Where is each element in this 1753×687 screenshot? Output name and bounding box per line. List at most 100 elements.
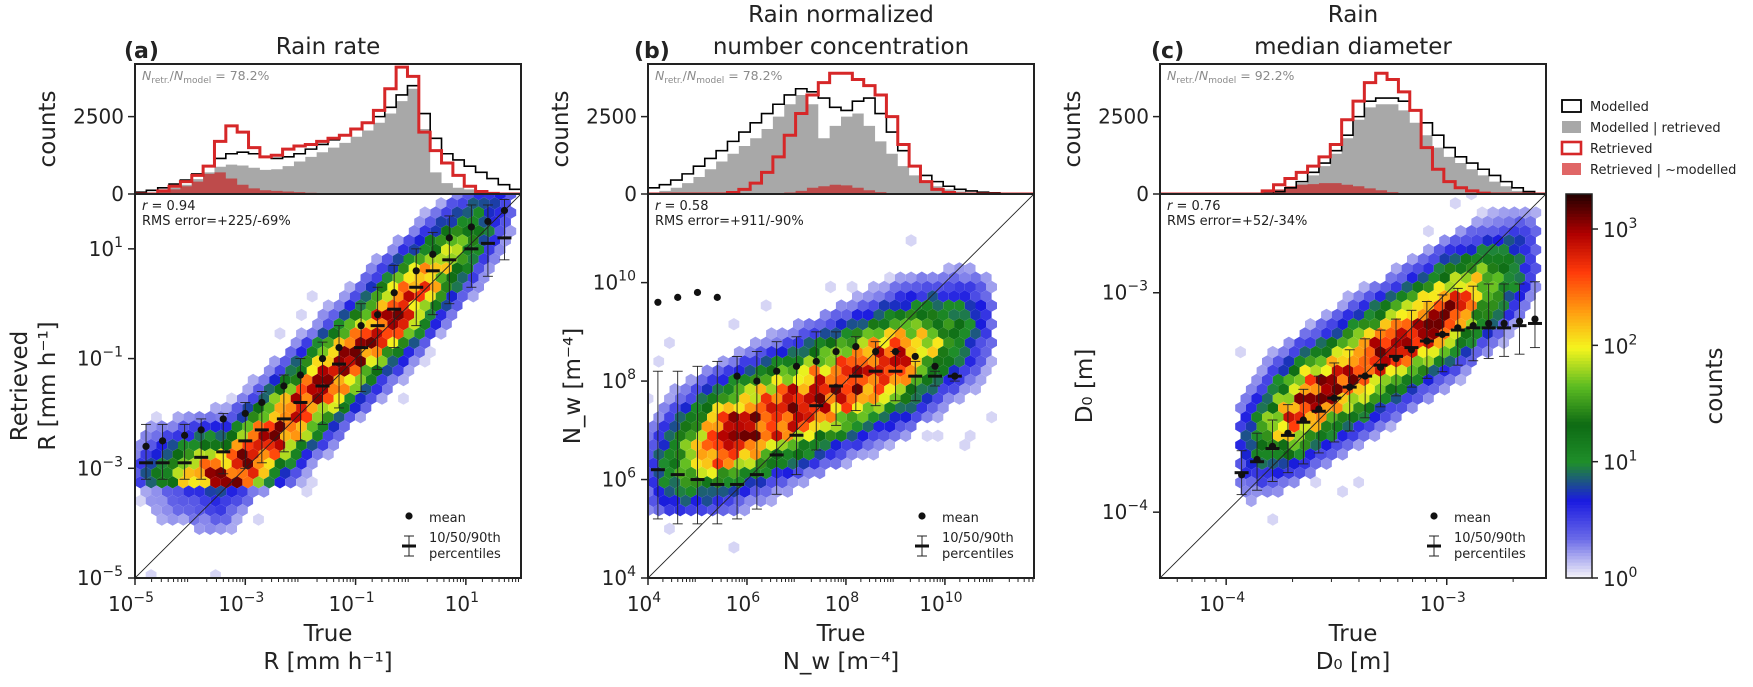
colorbar-segment xyxy=(1566,402,1592,406)
hexbin-cell xyxy=(1305,429,1316,442)
hexbin-cell xyxy=(1369,318,1381,331)
hexbin-cell xyxy=(204,429,216,442)
hist-retrieved-not-modelled xyxy=(1160,183,1546,194)
x-tick-label-exp: −5 xyxy=(133,590,154,606)
hexbin-cell xyxy=(1444,336,1456,349)
hexbin-cell xyxy=(167,438,178,452)
hexbin-cell xyxy=(691,494,702,508)
hexbin-cell xyxy=(680,457,691,470)
hexbin-cell xyxy=(793,392,804,405)
hexbin-cell xyxy=(798,457,810,470)
hexbin-cell xyxy=(1294,355,1305,368)
colorbar-segment xyxy=(1566,571,1592,576)
colorbar-segment xyxy=(1566,270,1592,275)
hexbin-cell xyxy=(258,411,270,424)
hexbin-cell xyxy=(1460,364,1472,377)
hexbin-cell xyxy=(1369,336,1381,349)
hexbin-cell xyxy=(178,513,189,526)
hexbin-cell xyxy=(776,401,788,415)
colorbar-segment xyxy=(1566,222,1592,227)
hexbin-cell xyxy=(889,336,901,349)
hexbin-cell xyxy=(1315,336,1327,349)
hexbin-cell xyxy=(766,383,777,396)
hexbin-cell xyxy=(1358,411,1370,424)
hexbin-cell xyxy=(274,438,286,452)
hexbin-cell xyxy=(306,476,318,489)
colorbar-tick-label: 100 xyxy=(1603,565,1637,591)
hexbin-cell xyxy=(1401,373,1413,387)
mean-marker xyxy=(1268,442,1277,450)
hexbin-cell xyxy=(467,290,479,303)
hexbin-cell xyxy=(489,252,501,266)
colorbar-segment xyxy=(1566,456,1592,461)
hexbin-cell xyxy=(344,336,356,349)
hexbin-cell xyxy=(446,197,458,210)
colorbar-segment xyxy=(1566,302,1592,307)
hexbin-cell xyxy=(980,308,992,322)
hexbin-cell xyxy=(884,308,895,322)
hexbin-cell xyxy=(376,336,388,349)
hexbin-cell xyxy=(868,336,879,349)
hexbin-cell xyxy=(846,299,858,312)
hexbin-cell xyxy=(1439,383,1450,396)
hexbin-cell xyxy=(803,429,815,442)
hexbin-cell xyxy=(696,392,708,405)
hexbin-cell xyxy=(1294,336,1305,349)
y-tick-label-base: 10 xyxy=(602,468,627,492)
hexbin-cell xyxy=(819,457,831,470)
hexbin-cell xyxy=(793,466,804,480)
hexbin-cell xyxy=(959,327,971,340)
hexbin-cell xyxy=(1482,345,1493,359)
hexbin-cell xyxy=(172,429,184,442)
hexbin-cell xyxy=(846,355,858,368)
hexbin-cell xyxy=(884,271,895,284)
hexbin-cell xyxy=(825,318,836,331)
hexbin-cell xyxy=(825,280,836,294)
hexbin-cell xyxy=(755,494,767,508)
hexbin-cell xyxy=(937,364,949,377)
legend-label: Retrieved | ~modelled xyxy=(1590,163,1736,178)
hexbin-cell xyxy=(948,345,960,359)
hexbin-cell xyxy=(237,466,248,480)
hexbin-cell xyxy=(263,383,275,396)
hexbin-cell xyxy=(473,280,484,294)
hexbin-cell xyxy=(1288,476,1300,489)
hexbin-cell xyxy=(1417,345,1429,359)
hexbin-cell xyxy=(862,383,874,396)
hexbin-cell xyxy=(1487,336,1499,349)
hexbin-cell xyxy=(161,504,173,517)
hexbin-cell xyxy=(285,420,297,433)
hexbin-cell xyxy=(317,401,329,415)
hexbin-cell xyxy=(451,262,463,275)
colorbar-segment xyxy=(1566,501,1592,505)
hexbin-cell xyxy=(419,206,431,219)
hexbin-cell xyxy=(712,401,724,415)
hexbin-cell xyxy=(1390,262,1402,275)
hexbin-cell xyxy=(873,401,885,415)
hexbin-cell xyxy=(1267,476,1279,489)
hexbin-cell xyxy=(776,383,788,396)
hexbin-cell xyxy=(403,345,415,359)
hexbin-cell xyxy=(970,308,981,322)
hexbin-cell xyxy=(954,392,965,405)
hexbin-cell xyxy=(1503,290,1515,303)
hexbin-cell xyxy=(1396,401,1407,415)
hexbin-cell xyxy=(451,280,463,294)
hexbin-cell xyxy=(398,262,409,275)
hexbin-cell xyxy=(975,318,987,331)
hexbin-cell xyxy=(1396,364,1407,377)
hexbin-cell xyxy=(728,318,740,331)
hexbin-cell xyxy=(739,485,750,498)
hexbin-cell xyxy=(1476,262,1488,275)
hexbin-cell xyxy=(1385,290,1397,303)
hexbin-cell xyxy=(964,318,976,331)
hexbin-cell xyxy=(937,345,949,359)
hexbin-cell xyxy=(787,383,799,396)
hexbin-cell xyxy=(905,401,917,415)
hexbin-cell xyxy=(889,429,901,442)
hexbin-cell xyxy=(215,522,227,535)
hexbin-cell xyxy=(1519,225,1531,238)
colorbar-segment xyxy=(1566,514,1592,518)
colorbar-segment xyxy=(1566,434,1592,438)
